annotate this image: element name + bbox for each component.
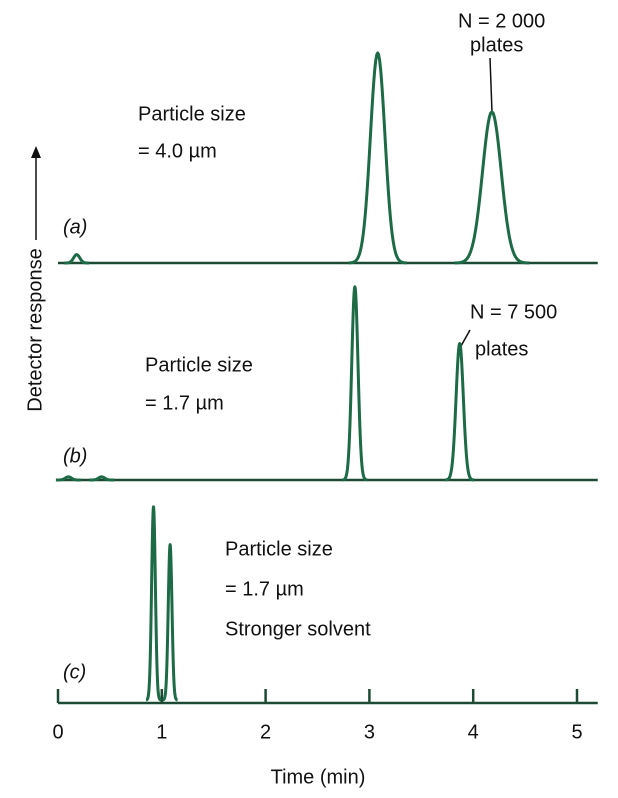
- leader-line: [489, 57, 493, 113]
- annotation: Particle size: [145, 354, 253, 376]
- peak: [341, 285, 369, 482]
- peak: [161, 543, 179, 702]
- leader-line: [460, 329, 471, 347]
- peak: [444, 342, 476, 482]
- panel-label: (c): [63, 661, 86, 683]
- panel-label: (b): [63, 445, 87, 467]
- arrow-head: [31, 146, 41, 158]
- annotation: = 1.7 µm: [145, 392, 224, 414]
- x-tick-label: 1: [156, 721, 167, 743]
- y-axis-title: Detector response: [24, 146, 46, 412]
- annotation: = 4.0 µm: [138, 140, 217, 162]
- x-tick-label: 4: [468, 721, 479, 743]
- peak: [88, 475, 116, 482]
- peak: [144, 505, 163, 702]
- peak: [63, 253, 91, 265]
- annotation: Particle size: [225, 538, 333, 560]
- x-tick-label: 3: [364, 721, 375, 743]
- panel-label: (a): [63, 216, 87, 238]
- peak: [454, 110, 530, 265]
- peak: [54, 475, 82, 482]
- annotation: plates: [475, 338, 528, 360]
- annotation: Particle size: [138, 103, 246, 125]
- x-tick-label: 2: [260, 721, 271, 743]
- annotation: N = 2 000: [458, 10, 545, 32]
- annotation: plates: [470, 34, 523, 56]
- x-tick-label: 5: [571, 721, 582, 743]
- y-axis-label: Detector response: [24, 248, 46, 411]
- annotation: N = 7 500: [470, 301, 557, 323]
- annotation: = 1.7 µm: [225, 578, 304, 600]
- x-axis-label: Time (min): [271, 766, 366, 788]
- x-tick-label: 0: [52, 721, 63, 743]
- annotation: Stronger solvent: [225, 618, 371, 640]
- peak: [348, 51, 408, 265]
